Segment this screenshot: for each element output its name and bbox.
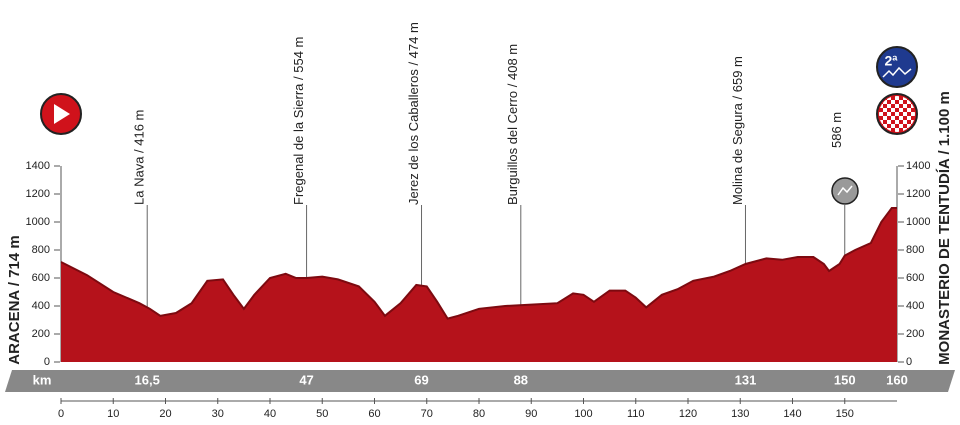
waypoint-label: Jerez de los Caballeros / 474 m	[406, 22, 421, 205]
check	[887, 104, 891, 108]
start-icon	[40, 93, 82, 135]
check	[883, 108, 887, 112]
y-tick-label: 800	[32, 244, 50, 256]
km-label: 150	[834, 372, 856, 387]
check	[895, 96, 899, 100]
km-label: 131	[735, 372, 757, 387]
check	[907, 108, 911, 112]
y-tick-label: 1400	[26, 160, 50, 172]
check	[891, 108, 895, 112]
y2-tick-label: 200	[906, 328, 924, 340]
sprint-icon	[831, 177, 859, 205]
km-label: 16,5	[135, 372, 160, 387]
x-tick-label: 120	[679, 408, 697, 420]
waypoint-label: La Nava / 416 m	[132, 110, 147, 205]
y2-tick-label: 400	[906, 300, 924, 312]
check	[891, 116, 895, 120]
category-icon: 2ª	[876, 46, 918, 88]
check	[903, 120, 907, 124]
y-tick-label: 600	[32, 272, 50, 284]
km-label: km	[33, 372, 52, 387]
check	[891, 124, 895, 128]
y2-tick-label: 1200	[906, 188, 930, 200]
check	[883, 116, 887, 120]
check	[895, 120, 899, 124]
km-label: 88	[514, 372, 528, 387]
check	[903, 112, 907, 116]
x-tick-label: 100	[574, 408, 592, 420]
climb-category: 2ª	[885, 53, 899, 69]
check	[887, 112, 891, 116]
check	[895, 104, 899, 108]
x-tick-label: 130	[731, 408, 749, 420]
km-band	[5, 370, 955, 392]
x-tick-label: 50	[316, 408, 328, 420]
check	[903, 104, 907, 108]
y-tick-label: 0	[44, 356, 50, 368]
y-tick-label: 1200	[26, 188, 50, 200]
x-tick-label: 40	[264, 408, 276, 420]
check	[879, 120, 883, 124]
check	[879, 112, 883, 116]
x-tick-label: 10	[107, 408, 119, 420]
check	[907, 116, 911, 120]
check	[903, 96, 907, 100]
check	[899, 124, 903, 128]
check	[879, 104, 883, 108]
check	[887, 128, 891, 132]
check	[899, 100, 903, 104]
km-label: 47	[299, 372, 313, 387]
check	[887, 96, 891, 100]
check	[895, 112, 899, 116]
x-tick-label: 70	[421, 408, 433, 420]
x-tick-label: 90	[525, 408, 537, 420]
check	[899, 116, 903, 120]
check	[883, 124, 887, 128]
check	[891, 100, 895, 104]
y2-tick-label: 800	[906, 244, 924, 256]
y2-tick-label: 600	[906, 272, 924, 284]
km-label: 160	[886, 372, 908, 387]
check	[899, 108, 903, 112]
x-tick-label: 80	[473, 408, 485, 420]
x-tick-label: 0	[58, 408, 64, 420]
start-label: ARACENA / 714 m	[6, 235, 23, 364]
waypoint-label: Molina de Segura / 659 m	[730, 56, 745, 205]
x-tick-label: 140	[783, 408, 801, 420]
check	[911, 120, 915, 124]
y2-tick-label: 1000	[906, 216, 930, 228]
check	[907, 100, 911, 104]
check	[887, 120, 891, 124]
y2-tick-label: 1400	[906, 160, 930, 172]
check	[903, 128, 907, 132]
profile-edge	[60, 207, 897, 320]
x-tick-label: 60	[368, 408, 380, 420]
check	[895, 128, 899, 132]
y2-tick-label: 0	[906, 356, 912, 368]
check	[883, 100, 887, 104]
x-tick-label: 150	[836, 408, 854, 420]
x-tick-label: 110	[627, 408, 645, 420]
waypoint-label: 586 m	[829, 112, 844, 148]
finish-icon	[876, 93, 918, 135]
y-tick-label: 400	[32, 300, 50, 312]
check	[911, 112, 915, 116]
km-label: 69	[414, 372, 428, 387]
x-tick-label: 30	[212, 408, 224, 420]
y-tick-label: 1000	[26, 216, 50, 228]
finish-label: MONASTERIO DE TENTUDÍA / 1.100 m	[936, 91, 953, 365]
check	[907, 124, 911, 128]
check	[911, 104, 915, 108]
waypoint-label: Burguillos del Cerro / 408 m	[505, 44, 520, 205]
y-tick-label: 200	[32, 328, 50, 340]
waypoint-label: Fregenal de la Sierra / 554 m	[291, 37, 306, 205]
x-tick-label: 20	[159, 408, 171, 420]
profile-area	[61, 208, 897, 362]
